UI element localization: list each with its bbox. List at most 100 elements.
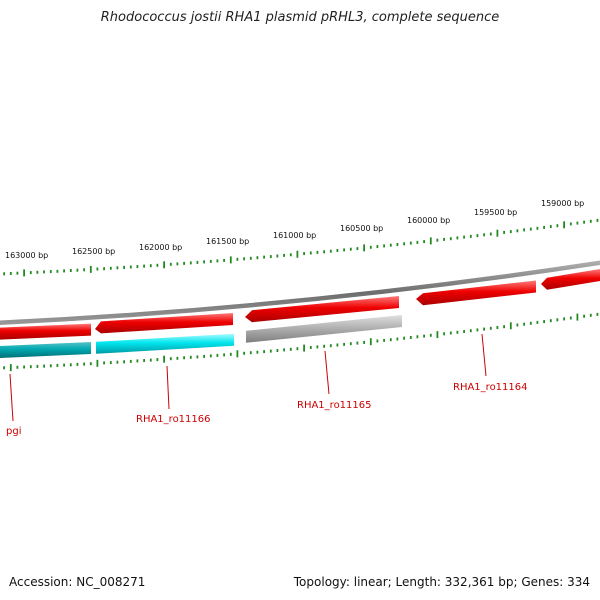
outer-ring-minor-tick <box>123 265 125 269</box>
inner-ring-minor-tick <box>309 346 312 349</box>
inner-ring-minor-tick <box>276 349 279 352</box>
outer-ring-minor-tick <box>349 247 352 251</box>
outer-ring-minor-tick <box>356 247 359 251</box>
outer-ring-minor-tick <box>249 256 252 260</box>
inner-ring-minor-tick <box>223 353 225 357</box>
gene-bar-ro11166-lower[interactable] <box>96 333 234 354</box>
inner-ring-minor-tick <box>329 344 332 348</box>
outer-ring-minor-tick <box>596 218 599 222</box>
inner-ring-minor-tick <box>343 342 345 346</box>
outer-ring-minor-tick <box>576 221 579 225</box>
tick-labels: 163000 bp 162500 bp 162000 bp 161500 bp … <box>5 199 584 260</box>
inner-ring-minor-tick <box>116 360 119 364</box>
inner-ring-major-tick <box>163 355 165 363</box>
inner-ring-minor-tick <box>376 339 379 343</box>
inner-ring-minor-tick <box>483 327 485 331</box>
outer-ring-minor-tick <box>56 269 59 273</box>
outer-ring-minor-tick <box>336 249 339 252</box>
inner-ring-major-tick <box>369 338 372 346</box>
outer-ring-major-tick <box>229 256 232 264</box>
gene-arrow-pgi[interactable] <box>0 323 91 340</box>
tick-label-162000: 162000 bp <box>139 243 182 252</box>
inner-ring-minor-tick <box>283 348 285 352</box>
gene-arrow-next[interactable] <box>541 269 600 290</box>
inner-ring-minor-tick <box>36 364 39 368</box>
outer-ring-minor-tick <box>129 265 132 269</box>
inner-ring-minor-tick <box>109 361 112 365</box>
outer-ring-minor-tick <box>476 234 479 238</box>
leader-line-ro11166 <box>166 365 170 410</box>
inner-ring-minor-tick <box>209 354 212 358</box>
inner-ring-minor-tick <box>203 354 205 358</box>
inner-ring-minor-tick <box>123 360 125 364</box>
outer-ring-minor-tick <box>263 255 265 259</box>
outer-ring-minor-tick <box>203 260 205 264</box>
inner-ring-minor-tick <box>196 355 199 359</box>
inner-ring-minor-tick <box>356 341 359 345</box>
outer-ring-minor-tick <box>276 254 279 258</box>
inner-ring-minor-tick <box>43 364 45 368</box>
gene-label-ro11165[interactable]: RHA1_ro11165 <box>297 400 372 411</box>
gene-arrow-ro11164[interactable] <box>416 280 536 306</box>
inner-ring-minor-tick <box>136 359 139 363</box>
outer-ring-minor-tick <box>589 219 592 223</box>
outer-ring-minor-tick <box>169 262 172 266</box>
inner-ring-minor-tick <box>56 363 59 367</box>
inner-ring-minor-tick <box>403 336 405 340</box>
outer-ring-minor-tick <box>523 228 525 232</box>
outer-ring-minor-tick <box>416 240 419 244</box>
inner-ring-minor-tick <box>549 319 552 323</box>
outer-ring-minor-tick <box>256 256 259 260</box>
tick-label-163000: 163000 bp <box>5 251 48 260</box>
inner-ring-minor-tick <box>583 314 585 318</box>
gene-arrow-ro11165[interactable] <box>245 296 399 323</box>
inner-ring-minor-tick <box>3 366 5 370</box>
inner-ring-major-tick <box>509 322 512 330</box>
inner-ring-minor-tick <box>289 347 292 351</box>
outer-ring-minor-tick <box>529 227 532 231</box>
outer-ring-minor-tick <box>396 243 399 246</box>
inner-ring-minor-tick <box>316 345 319 349</box>
map-title: Rhodococcus jostii RHA1 plasmid pRHL3, c… <box>100 10 500 25</box>
gene-label-pgi[interactable]: pgi <box>6 426 21 437</box>
inner-ring-minor-tick <box>149 358 152 362</box>
inner-ring-minor-tick <box>323 344 325 348</box>
inner-ring-minor-tick <box>156 358 159 362</box>
outer-ring-major-tick <box>363 244 365 252</box>
outer-ring-minor-tick <box>469 234 472 238</box>
inner-ring-major-tick <box>303 344 305 352</box>
outer-ring-minor-tick <box>76 268 79 272</box>
inner-ring-minor-tick <box>269 349 272 353</box>
outer-ring-minor-tick <box>216 259 219 263</box>
inner-tick-ring <box>3 312 599 372</box>
inner-ring-minor-tick <box>89 362 92 366</box>
inner-ring-minor-tick <box>363 340 365 344</box>
outer-ring-minor-tick <box>403 242 405 246</box>
tick-label-159500: 159500 bp <box>474 208 517 217</box>
inner-ring-minor-tick <box>536 320 539 324</box>
inner-ring-minor-tick <box>16 365 19 369</box>
inner-ring-minor-tick <box>296 347 299 351</box>
gene-label-ro11164[interactable]: RHA1_ro11164 <box>453 382 528 393</box>
inner-ring-minor-tick <box>416 335 419 339</box>
outer-ring-minor-tick <box>189 261 192 265</box>
inner-ring-major-tick <box>96 359 99 367</box>
gene-bar-pgi-lower[interactable] <box>0 342 91 358</box>
inner-ring-minor-tick <box>456 330 459 334</box>
outer-ring-minor-tick <box>343 248 345 252</box>
gene-bar-ro11165-lower[interactable] <box>246 315 402 343</box>
inner-ring-minor-tick <box>243 351 245 355</box>
outer-ring-minor-tick <box>303 252 305 256</box>
gene-label-ro11166[interactable]: RHA1_ro11166 <box>136 414 211 425</box>
tick-label-161500: 161500 bp <box>206 237 249 246</box>
gene-arrow-ro11166[interactable] <box>95 313 233 334</box>
inner-ring-minor-tick <box>449 331 452 335</box>
outer-ring-minor-tick <box>369 245 372 249</box>
outer-ring-minor-tick <box>309 251 312 255</box>
tick-label-159000: 159000 bp <box>541 199 584 208</box>
outer-ring-minor-tick <box>376 245 379 249</box>
tick-label-161000: 161000 bp <box>273 231 316 240</box>
inner-ring-minor-tick <box>83 362 85 366</box>
inner-ring-minor-tick <box>596 312 599 316</box>
inner-ring-minor-tick <box>423 334 425 338</box>
